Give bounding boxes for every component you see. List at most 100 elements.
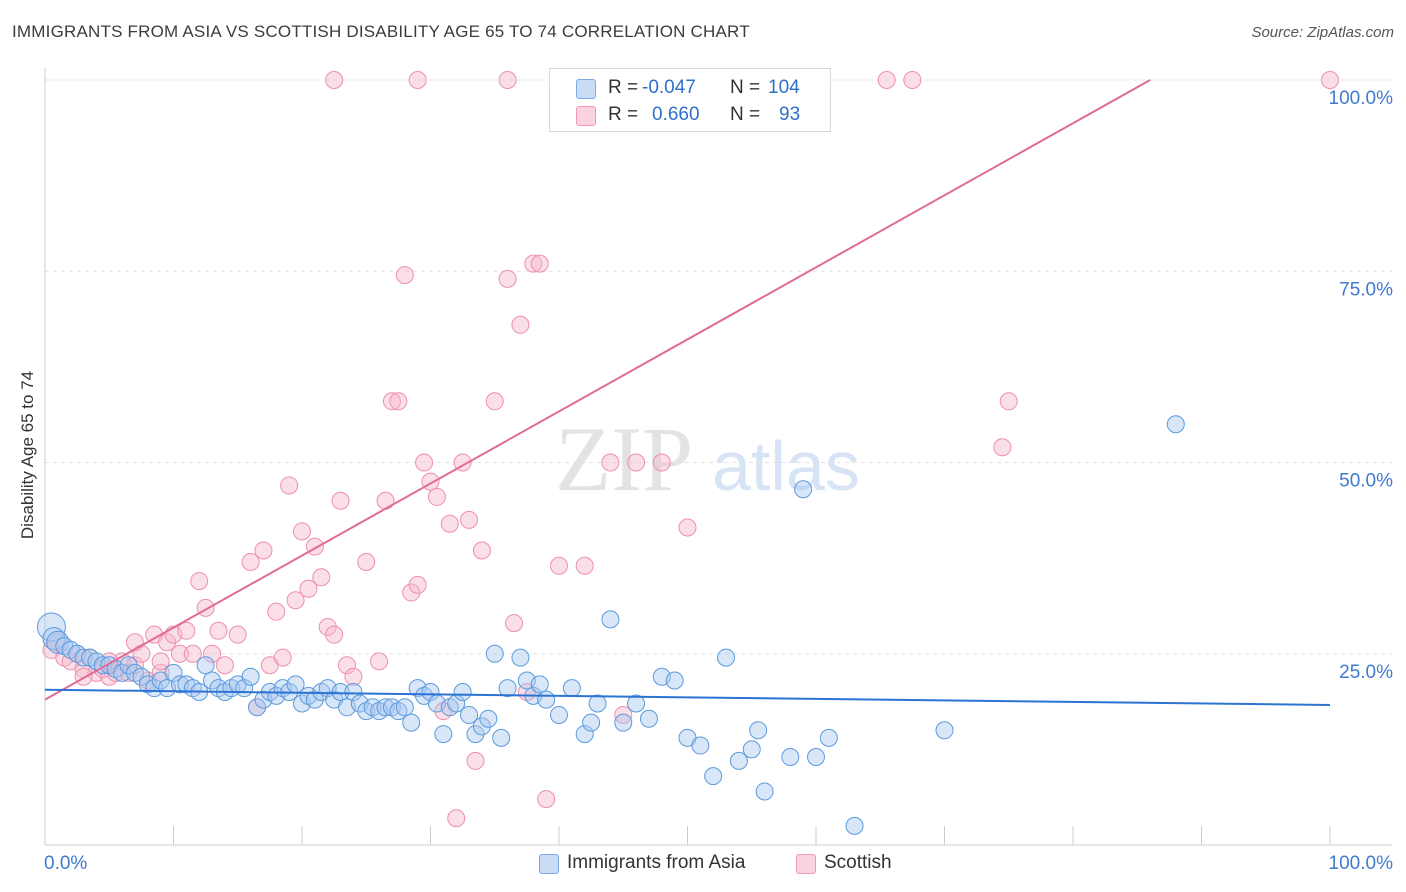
asia-point — [466, 725, 485, 744]
scottish-point — [402, 583, 421, 602]
y-tick-label: 75.0% — [1339, 279, 1393, 300]
scottish-point — [415, 453, 434, 472]
scottish-point — [325, 71, 344, 89]
scottish-point — [203, 644, 222, 663]
asia-point — [460, 705, 479, 724]
scottish-point — [440, 514, 459, 533]
scottish-point — [627, 453, 646, 472]
asia-point — [498, 679, 517, 698]
scottish-point — [209, 621, 228, 640]
scottish-point — [382, 392, 401, 411]
legend-n-label: N = — [730, 77, 761, 98]
watermark-atlas: atlas — [712, 427, 860, 505]
asia-point — [665, 671, 684, 690]
y-tick-label: 100.0% — [1329, 88, 1394, 109]
legend-swatch-scottish — [576, 106, 596, 126]
legend-n-value: 104 — [768, 77, 800, 98]
scottish-point — [370, 652, 389, 671]
asia-point — [845, 816, 864, 835]
asia-point — [601, 610, 620, 629]
scottish-point — [530, 254, 549, 273]
asia-point — [485, 644, 504, 663]
legend-r-value: 0.660 — [652, 104, 700, 125]
scottish-point — [614, 705, 633, 724]
asia-point — [42, 626, 66, 650]
asia-point — [781, 748, 800, 767]
scottish-point — [241, 552, 260, 571]
asia-point — [562, 679, 581, 698]
scottish-point — [325, 625, 344, 644]
scottish-point — [228, 625, 247, 644]
scottish-point — [389, 392, 408, 411]
asia-point — [511, 648, 530, 667]
watermark: ZIP atlas — [555, 408, 860, 510]
scottish-point — [158, 633, 177, 652]
scottish-point — [312, 568, 331, 587]
scottish-point — [877, 71, 896, 89]
scottish-point — [395, 266, 414, 285]
asia-point — [395, 698, 414, 717]
asia-point — [492, 728, 511, 747]
asia-point — [819, 728, 838, 747]
asia-point — [627, 694, 646, 713]
scottish-point — [215, 656, 234, 675]
x-tick-label: 0.0% — [44, 853, 87, 874]
axis-labels: 25.0% 50.0% 75.0% 100.0% 0.0% 100.0% Disabilit… — [18, 88, 1393, 874]
asia-point — [344, 683, 363, 701]
asia-point — [145, 679, 164, 698]
scottish-points — [42, 71, 1339, 828]
asia-trend-line — [44, 688, 1331, 707]
scottish-point — [601, 453, 620, 472]
scottish-point — [524, 254, 543, 273]
asia-point — [807, 748, 825, 767]
scottish-point — [293, 522, 311, 541]
scottish-point — [299, 579, 318, 598]
asia-point — [749, 721, 768, 740]
asia-point — [119, 656, 138, 675]
scottish-point — [151, 652, 170, 671]
scottish-point — [331, 491, 350, 510]
scottish-point — [344, 667, 363, 686]
scottish-point — [1321, 71, 1339, 89]
asia-point — [331, 683, 350, 701]
asia-point — [132, 667, 151, 686]
chart-title: IMMIGRANTS FROM ASIA VS SCOTTISH DISABIL… — [12, 22, 750, 41]
asia-point — [794, 480, 813, 499]
asia-point — [46, 630, 70, 654]
asia-point — [691, 736, 710, 755]
asia-point — [582, 713, 601, 732]
scottish-point — [357, 552, 376, 571]
asia-point — [614, 713, 633, 732]
scottish-point — [74, 667, 93, 686]
scottish-point — [177, 621, 196, 640]
stats-legend: R = -0.047 N = 104 R = 0.660 N = 93 — [549, 68, 831, 132]
scottish-point — [337, 656, 356, 675]
scottish-point — [170, 644, 189, 663]
x-tick-label: 100.0% — [1329, 853, 1394, 874]
scottish-point — [472, 541, 491, 560]
asia-point — [1166, 415, 1185, 434]
scottish-point — [254, 541, 273, 560]
asia-point — [537, 690, 556, 709]
scottish-point — [652, 453, 671, 472]
asia-point — [164, 663, 183, 682]
legend-r-label: R = — [608, 77, 639, 98]
asia-point — [935, 721, 954, 740]
scottish-point — [511, 315, 530, 334]
asia-point — [472, 717, 491, 736]
scottish-point — [286, 591, 305, 610]
asia-point — [434, 725, 453, 744]
asia-point — [402, 713, 421, 732]
asia-point — [704, 767, 723, 786]
bottom-legend-swatch-scottish — [796, 854, 816, 874]
scottish-point — [427, 487, 446, 506]
scottish-point — [408, 71, 427, 89]
legend-r-value: -0.047 — [642, 77, 696, 98]
asia-point — [196, 656, 215, 675]
legend-swatch-asia — [576, 79, 596, 99]
scottish-point — [537, 790, 556, 809]
asia-point — [575, 725, 594, 744]
y-tick-label: 50.0% — [1339, 471, 1393, 492]
asia-point — [248, 698, 267, 717]
legend-r-label: R = — [608, 104, 639, 125]
